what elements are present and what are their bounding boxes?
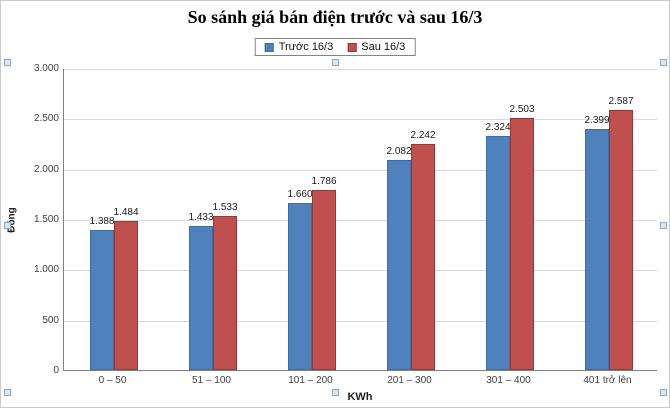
gridline	[64, 69, 657, 70]
selection-handle-top-left[interactable]	[4, 59, 11, 66]
legend: Trước 16/3 Sau 16/3	[254, 38, 416, 56]
y-tick-label: 2.000	[33, 163, 59, 175]
bar-truoc	[90, 230, 114, 370]
bar-sau	[312, 190, 336, 370]
y-tick-label: 2.500	[33, 113, 59, 125]
y-tick-label: 3.000	[33, 63, 59, 74]
legend-item-sau: Sau 16/3	[347, 41, 405, 53]
bar-value-label: 2.324	[485, 122, 511, 133]
bar-value-label: 2.587	[608, 96, 634, 107]
plot-area: 1.388 1.484 1.433 1.533 1.660 1.786 2.082 2.242…	[63, 69, 657, 371]
selection-handle-bottom-middle[interactable]	[332, 389, 339, 396]
bar-truoc	[288, 203, 312, 370]
x-axis-title: KWh	[347, 391, 373, 403]
x-tick-label: 51 – 100	[192, 375, 231, 386]
selection-handle-middle-left[interactable]	[4, 222, 11, 229]
bar-sau	[510, 118, 534, 370]
y-tick-label: 1.000	[33, 264, 59, 276]
bar-value-label: 1.533	[212, 202, 238, 213]
bar-sau	[213, 216, 237, 370]
bar-truoc	[486, 136, 510, 370]
bar-value-label: 1.433	[188, 212, 214, 223]
selection-handle-middle-right[interactable]	[660, 222, 667, 229]
bar-value-label: 2.242	[410, 130, 436, 141]
selection-handle-top-right[interactable]	[660, 59, 667, 66]
y-tick-label: 1.500	[33, 214, 59, 225]
x-tick-label: 101 – 200	[288, 375, 333, 386]
bar-value-label: 2.503	[509, 104, 535, 115]
bar-sau	[411, 144, 435, 370]
x-tick-label: 0 – 50	[98, 375, 127, 386]
bar-sau	[114, 221, 138, 370]
bar-value-label: 1.786	[311, 176, 337, 187]
selection-handle-bottom-right[interactable]	[660, 389, 667, 396]
y-tick-label: 0	[53, 365, 59, 376]
bar-truoc	[189, 226, 213, 370]
bar-value-label: 1.484	[113, 207, 139, 218]
gridline	[64, 320, 657, 322]
bar-truoc	[387, 160, 411, 370]
y-tick-label: 500	[42, 314, 59, 326]
bar-sau	[609, 110, 633, 370]
gridline	[64, 220, 657, 221]
x-tick-label: 401 trở lên	[583, 375, 632, 386]
selection-handle-top-middle[interactable]	[332, 59, 339, 66]
legend-swatch-truoc-icon	[264, 42, 274, 52]
bar-truoc	[585, 129, 609, 370]
gridline	[64, 169, 657, 171]
bar-value-label: 2.399	[584, 115, 610, 126]
selection-handle-bottom-left[interactable]	[4, 389, 11, 396]
bar-value-label: 1.388	[89, 216, 115, 227]
bar-value-label: 2.082	[386, 146, 412, 157]
legend-swatch-sau-icon	[347, 42, 357, 52]
gridline	[64, 270, 657, 272]
legend-label-sau: Sau 16/3	[361, 41, 406, 53]
chart-title: So sánh giá bán điện trước và sau 16/3	[187, 7, 483, 27]
legend-item-truoc: Trước 16/3	[264, 41, 334, 53]
legend-label-truoc: Trước 16/3	[278, 41, 334, 53]
gridline	[64, 119, 657, 121]
x-tick-label: 201 – 300	[387, 375, 432, 386]
bar-value-label: 1.660	[287, 189, 313, 200]
x-tick-label: 301 – 400	[486, 375, 531, 386]
